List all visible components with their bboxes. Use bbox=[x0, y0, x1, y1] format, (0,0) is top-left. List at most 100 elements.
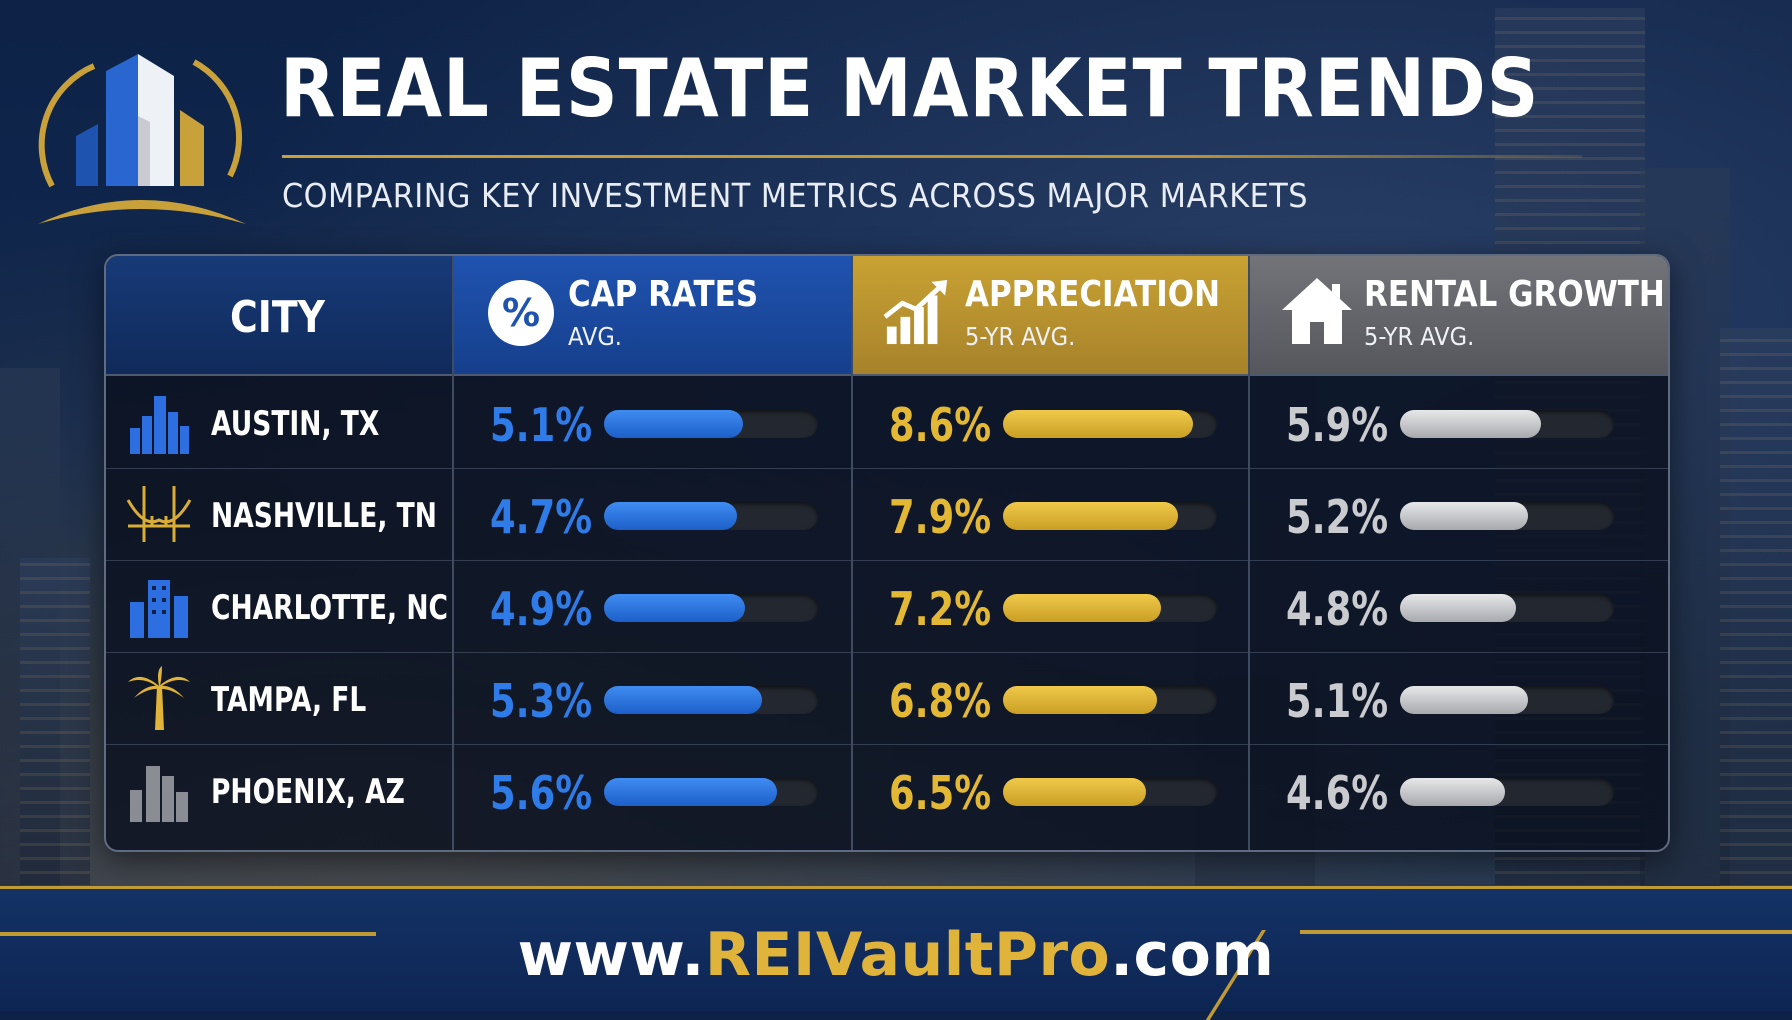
appreciation-value: 8.6% bbox=[889, 398, 992, 452]
appreciation-value: 6.8% bbox=[889, 674, 992, 728]
appreciation-bar bbox=[1003, 502, 1217, 530]
bar-fill bbox=[604, 594, 746, 622]
bar-fill bbox=[1400, 502, 1529, 530]
website-link[interactable]: www.REIVaultPro.com bbox=[0, 920, 1792, 990]
cap-rate-value: 4.7% bbox=[490, 490, 593, 544]
url-suffix: .com bbox=[1110, 920, 1275, 990]
rental-growth-value: 5.2% bbox=[1286, 490, 1389, 544]
cap-rate-bar bbox=[604, 594, 818, 622]
url-prefix: www. bbox=[517, 920, 705, 990]
rental-growth-value: 4.8% bbox=[1286, 582, 1389, 636]
skyline-icon bbox=[130, 396, 189, 454]
desert-skyline-icon bbox=[130, 766, 188, 822]
title-divider bbox=[282, 155, 1582, 158]
rental-growth-row: 5.1% bbox=[1250, 652, 1668, 745]
rental-growth-row: 5.9% bbox=[1250, 376, 1668, 469]
cap-rates-column: % CAP RATES AVG. 5.1% 4.7% 4.9% 5.3% 5.6… bbox=[452, 256, 853, 850]
rental-growth-bar bbox=[1400, 778, 1614, 806]
appreciation-column: APPRECIATION 5-YR AVG. 8.6% 7.9% 7.2% 6.… bbox=[851, 256, 1250, 850]
appreciation-row: 6.8% bbox=[853, 652, 1250, 745]
cap-rate-bar bbox=[604, 502, 818, 530]
rental-growth-row: 4.8% bbox=[1250, 560, 1668, 653]
cap-rate-value: 5.6% bbox=[490, 766, 593, 820]
bar-fill bbox=[1003, 410, 1194, 438]
city-row-charlotte: CHARLOTTE, NC bbox=[106, 560, 452, 653]
footer-accent-left bbox=[0, 932, 376, 936]
rental-growth-bar bbox=[1400, 410, 1614, 438]
cap-rate-row: 5.6% bbox=[454, 744, 853, 836]
rental-growth-bar bbox=[1400, 502, 1614, 530]
bridge-icon bbox=[126, 486, 192, 542]
cap-rate-bar bbox=[604, 686, 818, 714]
appreciation-title: APPRECIATION bbox=[965, 274, 1221, 315]
bar-fill bbox=[604, 502, 737, 530]
bar-fill bbox=[1400, 686, 1529, 714]
city-row-tampa: TAMPA, FL bbox=[106, 652, 452, 745]
city-column-header: CITY bbox=[106, 256, 452, 376]
bar-fill bbox=[1400, 778, 1505, 806]
appreciation-bar bbox=[1003, 686, 1217, 714]
bar-fill bbox=[604, 686, 763, 714]
appreciation-bar bbox=[1003, 778, 1217, 806]
office-tower-icon bbox=[130, 580, 188, 638]
city-buildings-logo-icon bbox=[38, 54, 246, 224]
city-column-title: CITY bbox=[230, 292, 326, 343]
cap-rate-row: 5.1% bbox=[454, 376, 853, 469]
appreciation-row: 7.2% bbox=[853, 560, 1250, 653]
city-name: CHARLOTTE, NC bbox=[211, 588, 448, 628]
bar-fill bbox=[1400, 594, 1516, 622]
bar-fill bbox=[1003, 502, 1179, 530]
city-name: PHOENIX, AZ bbox=[211, 772, 405, 812]
cap-rate-row: 4.7% bbox=[454, 468, 853, 561]
rental-growth-bar bbox=[1400, 594, 1614, 622]
bar-fill bbox=[1003, 686, 1158, 714]
rental-growth-header: RENTAL GROWTH 5-YR AVG. bbox=[1250, 256, 1668, 376]
cap-rate-value: 5.1% bbox=[490, 398, 593, 452]
percent-icon: % bbox=[488, 280, 554, 346]
rental-growth-value: 4.6% bbox=[1286, 766, 1389, 820]
cap-rate-value: 4.9% bbox=[490, 582, 593, 636]
city-row-austin: AUSTIN, TX bbox=[106, 376, 452, 469]
cap-rates-header: % CAP RATES AVG. bbox=[454, 256, 853, 376]
rental-growth-subtitle: 5-YR AVG. bbox=[1364, 322, 1475, 351]
cap-rate-row: 4.9% bbox=[454, 560, 853, 653]
city-row-phoenix: PHOENIX, AZ bbox=[106, 744, 452, 836]
city-name: AUSTIN, TX bbox=[211, 404, 380, 444]
rental-growth-value: 5.1% bbox=[1286, 674, 1389, 728]
city-name: NASHVILLE, TN bbox=[211, 496, 437, 536]
rental-growth-row: 5.2% bbox=[1250, 468, 1668, 561]
city-column: CITY AUSTIN, TX NASHVILLE, TN CHARLOTTE,… bbox=[106, 256, 452, 850]
svg-text:%: % bbox=[502, 291, 540, 335]
appreciation-value: 7.9% bbox=[889, 490, 992, 544]
cap-rates-subtitle: AVG. bbox=[568, 322, 622, 351]
footer-banner bbox=[0, 886, 1792, 1011]
cap-rate-bar bbox=[604, 410, 818, 438]
appreciation-row: 8.6% bbox=[853, 376, 1250, 469]
city-row-nashville: NASHVILLE, TN bbox=[106, 468, 452, 561]
cap-rates-title: CAP RATES bbox=[568, 274, 759, 315]
rental-growth-bar bbox=[1400, 686, 1614, 714]
bar-fill bbox=[1003, 778, 1147, 806]
palm-tree-icon bbox=[128, 666, 190, 730]
appreciation-bar bbox=[1003, 594, 1217, 622]
rental-growth-column: RENTAL GROWTH 5-YR AVG. 5.9% 5.2% 4.8% 5… bbox=[1248, 256, 1668, 850]
bar-fill bbox=[1400, 410, 1542, 438]
appreciation-subtitle: 5-YR AVG. bbox=[965, 322, 1076, 351]
bar-fill bbox=[604, 778, 778, 806]
bar-fill bbox=[1003, 594, 1162, 622]
page-title: REAL ESTATE MARKET TRENDS bbox=[280, 42, 1540, 135]
appreciation-header: APPRECIATION 5-YR AVG. bbox=[853, 256, 1250, 376]
rental-growth-row: 4.6% bbox=[1250, 744, 1668, 836]
bar-fill bbox=[604, 410, 744, 438]
appreciation-bar bbox=[1003, 410, 1217, 438]
appreciation-value: 7.2% bbox=[889, 582, 992, 636]
cap-rate-value: 5.3% bbox=[490, 674, 593, 728]
url-brand: REIVaultPro bbox=[704, 920, 1111, 990]
growth-chart-icon bbox=[883, 279, 948, 345]
house-icon bbox=[1282, 278, 1352, 344]
cap-rate-bar bbox=[604, 778, 818, 806]
page-subtitle: COMPARING KEY INVESTMENT METRICS ACROSS … bbox=[282, 176, 1308, 215]
city-name: TAMPA, FL bbox=[211, 680, 367, 720]
appreciation-row: 6.5% bbox=[853, 744, 1250, 836]
appreciation-row: 7.9% bbox=[853, 468, 1250, 561]
